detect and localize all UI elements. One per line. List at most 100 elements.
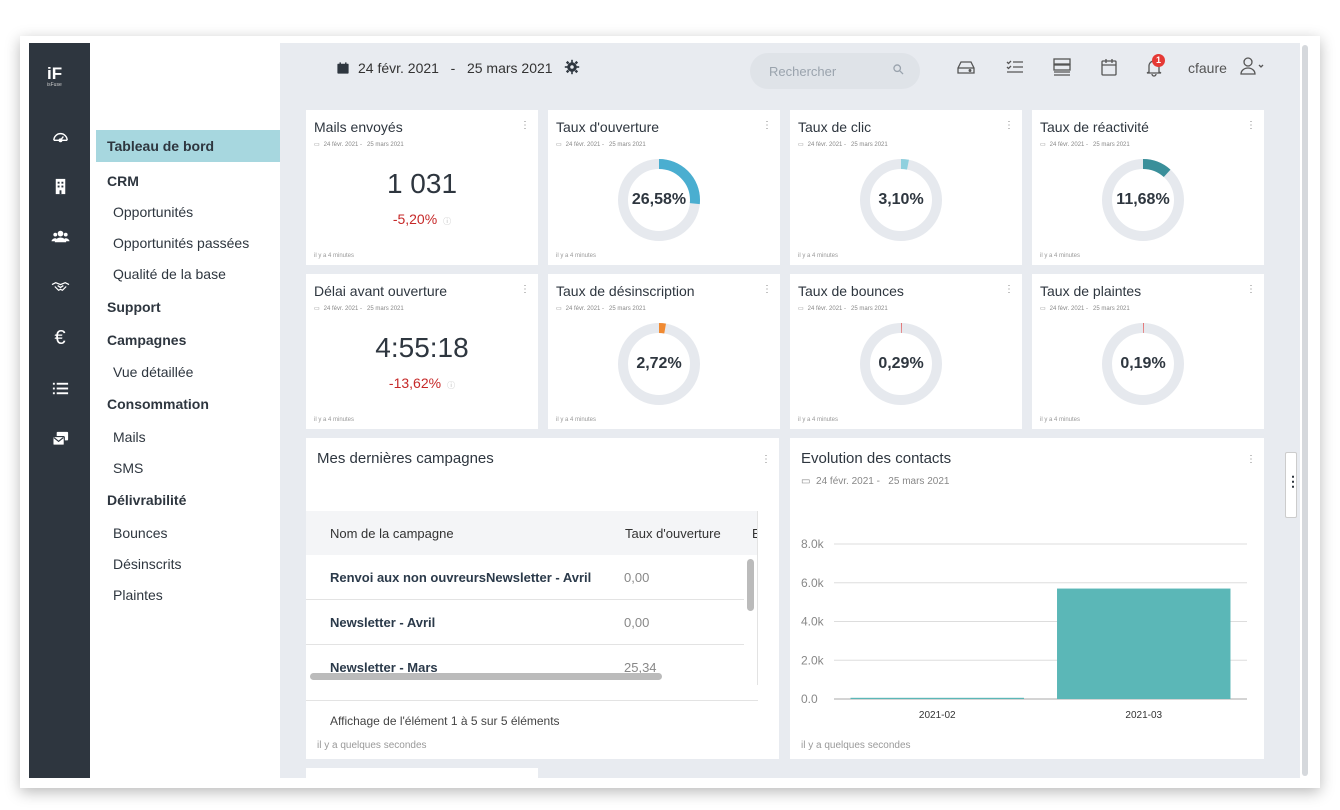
y-tick-label: 2.0k <box>801 653 825 667</box>
kpi-menu-icon[interactable]: ⋮ <box>762 284 772 295</box>
info-icon[interactable]: ⓘ <box>447 381 456 390</box>
table-row[interactable]: Newsletter - Avril 0,00 <box>306 600 744 645</box>
euro-icon[interactable]: € <box>54 326 66 349</box>
table-row[interactable]: Newsletter - Mars 25,34 <box>306 645 744 685</box>
server-icon[interactable] <box>1052 57 1072 80</box>
search-icon[interactable] <box>892 63 905 76</box>
kpi-value: 11,68% <box>1116 191 1170 208</box>
campaign-name[interactable]: Newsletter - Mars <box>330 660 438 675</box>
kpi-menu-icon[interactable]: ⋮ <box>1246 120 1256 131</box>
mail-stack-icon[interactable] <box>49 427 71 449</box>
sidebar-item-7[interactable]: Vue détaillée <box>113 364 194 380</box>
inbox-icon[interactable] <box>956 57 976 80</box>
bar-2021-03[interactable] <box>1057 588 1231 699</box>
dashboard-icon[interactable] <box>49 125 71 147</box>
evolution-menu-icon[interactable]: ⋮ <box>1246 454 1256 465</box>
task-list-icon[interactable] <box>1005 57 1025 80</box>
sidebar-item-4[interactable]: Qualité de la base <box>113 266 226 282</box>
kpi-menu-icon[interactable]: ⋮ <box>1004 120 1014 131</box>
kpi-date: ▭ 24 févr. 2021 - 25 mars 2021 <box>1040 305 1130 312</box>
sidebar-item-2[interactable]: Opportunités <box>113 204 194 220</box>
page-scrollbar[interactable] <box>1302 45 1308 776</box>
info-icon[interactable]: ⓘ <box>443 217 452 226</box>
handshake-icon[interactable] <box>49 275 71 297</box>
table-hscroll-thumb[interactable] <box>310 673 662 680</box>
sidebar-item-13[interactable]: Désinscrits <box>113 556 182 572</box>
sidebar-item-8[interactable]: Consommation <box>107 396 209 412</box>
col-more-header[interactable]: E <box>752 526 757 541</box>
list-icon[interactable] <box>49 377 71 399</box>
campaigns-title: Mes dernières campagnes <box>317 450 494 467</box>
sidebar-item-5[interactable]: Support <box>107 299 161 315</box>
kpi-menu-icon[interactable]: ⋮ <box>520 120 530 131</box>
kpi-updated: il y a 4 minutes <box>1040 417 1081 423</box>
y-tick-label: 0.0 <box>801 692 818 706</box>
kpi-date: ▭ 24 févr. 2021 - 25 mars 2021 <box>314 305 404 312</box>
kpi-donut: 11,68% <box>1101 158 1185 242</box>
divider <box>306 700 758 701</box>
side-panel-handle[interactable]: ⋮ <box>1285 452 1300 518</box>
evolution-card: Evolution des contacts ⋮ ▭ 24 févr. 2021… <box>790 438 1264 759</box>
table-vscroll-thumb[interactable] <box>747 559 754 611</box>
sidebar-item-12[interactable]: Bounces <box>113 525 168 541</box>
col-open-header[interactable]: Taux d'ouverture <box>625 526 721 541</box>
sidebar-item-9[interactable]: Mails <box>113 429 146 445</box>
evolution-title: Evolution des contacts <box>801 450 952 467</box>
kpi-updated: il y a 4 minutes <box>314 253 355 259</box>
user-menu[interactable] <box>1238 56 1266 79</box>
kpi-title: Taux de désinscription <box>556 283 695 299</box>
kpi-date-from: 24 févr. 2021 - <box>1049 142 1089 148</box>
kpi-date-from: 24 févr. 2021 - <box>807 306 847 312</box>
kpi-title: Taux de plaintes <box>1040 283 1142 299</box>
campaign-open-rate: 0,00 <box>624 615 650 630</box>
calendar-filled-icon[interactable] <box>336 61 350 78</box>
date-range[interactable]: 24 févr. 2021 - 25 mars 2021 <box>358 60 553 76</box>
sidebar-item-0[interactable]: Tableau de bord <box>96 130 280 162</box>
kpi-donut: 3,10% <box>859 158 943 242</box>
kpi-title: Taux d'ouverture <box>556 119 660 135</box>
col-name-header[interactable]: Nom de la campagne <box>330 526 454 541</box>
small-calendar-icon: ▭ <box>556 142 562 148</box>
users-icon[interactable] <box>49 225 71 247</box>
search-box[interactable]: Rechercher <box>750 53 920 89</box>
building-icon[interactable] <box>49 175 71 197</box>
calendar-icon[interactable] <box>1099 57 1119 80</box>
sidebar-item-10[interactable]: SMS <box>113 460 144 476</box>
kpi-delta-value: -5,20% <box>392 211 438 227</box>
kpi-menu-icon[interactable]: ⋮ <box>1004 284 1014 295</box>
small-calendar-icon: ▭ <box>798 306 804 312</box>
campaigns-menu-icon[interactable]: ⋮ <box>761 454 771 465</box>
kpi-date-to: 25 mars 2021 <box>851 142 888 148</box>
kpi-menu-icon[interactable]: ⋮ <box>1246 284 1256 295</box>
table-row[interactable]: Renvoi aux non ouvreursNewsletter - Avri… <box>306 555 744 600</box>
sidebar-nav: Tableau de bord CRM Opportunités Opportunit… <box>90 43 280 778</box>
kpi-delta: -5,20% ⓘ <box>306 211 538 227</box>
sidebar-item-1[interactable]: CRM <box>107 173 139 189</box>
sidebar-item-6[interactable]: Campagnes <box>107 332 187 348</box>
settings-gear-icon[interactable] <box>564 59 580 78</box>
sidebar-item-14[interactable]: Plaintes <box>113 587 163 603</box>
app-logo[interactable]: iF isFuse <box>47 65 62 88</box>
kpi-menu-icon[interactable]: ⋮ <box>520 284 530 295</box>
kpi-date-to: 25 mars 2021 <box>367 306 404 312</box>
sidebar-item-3[interactable]: Opportunités passées <box>113 235 250 251</box>
date-from: 24 févr. 2021 <box>358 60 439 76</box>
kpi-updated: il y a 4 minutes <box>556 253 597 259</box>
date-to: 25 mars 2021 <box>466 60 553 76</box>
kpi-donut: 0,19% <box>1101 322 1185 406</box>
campaign-open-rate: 0,00 <box>624 570 650 585</box>
next-card-partial <box>306 768 538 780</box>
kpi-updated: il y a 4 minutes <box>798 253 839 259</box>
user-name[interactable]: cfaure <box>1188 60 1227 76</box>
notifications[interactable]: 1 <box>1144 54 1165 80</box>
kpi-title: Mails envoyés <box>314 119 403 135</box>
campaign-name[interactable]: Renvoi aux non ouvreursNewsletter - Avri… <box>330 570 592 585</box>
small-calendar-icon: ▭ <box>801 476 811 487</box>
kpi-date-to: 25 mars 2021 <box>851 306 888 312</box>
campaign-name[interactable]: Newsletter - Avril <box>330 615 436 630</box>
kpi-donut: 2,72% <box>617 322 701 406</box>
kpi-menu-icon[interactable]: ⋮ <box>762 120 772 131</box>
bar-2021-02[interactable] <box>850 697 1024 699</box>
kpi-value: 4:55:18 <box>375 332 469 363</box>
sidebar-item-11[interactable]: Délivrabilité <box>107 492 187 508</box>
